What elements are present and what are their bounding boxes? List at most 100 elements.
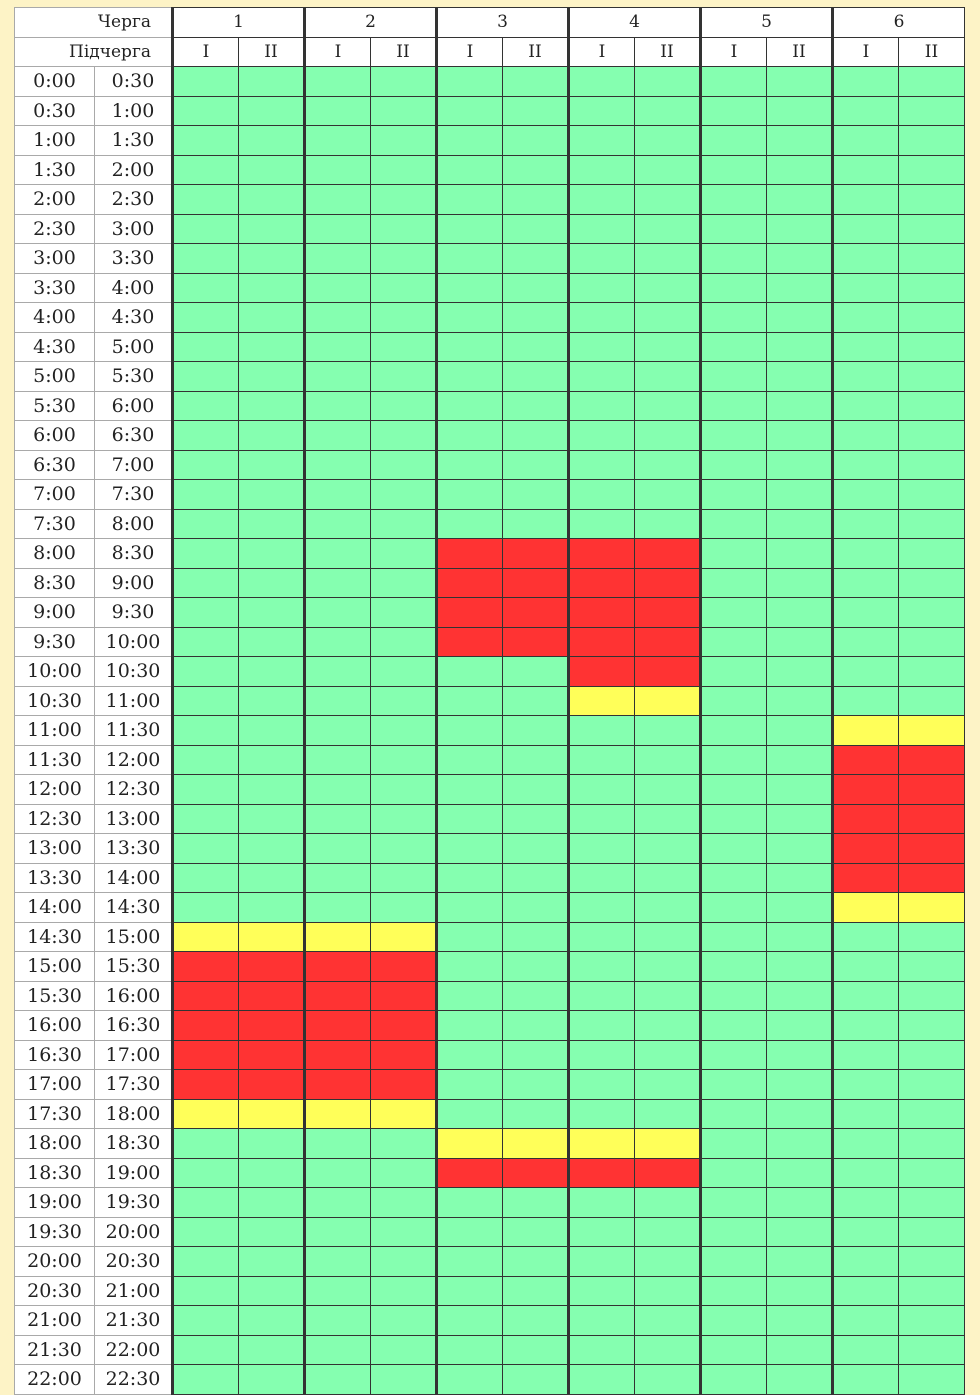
status-cell-on [634,980,701,1011]
table-row: 1:30 2:00 [14,154,965,185]
time-from: 8:00 [14,538,95,569]
time-to: 1:00 [94,95,173,126]
status-cell-on [171,715,239,746]
status-cell-on [238,508,305,539]
table-row: 12:00 12:30 [14,774,965,805]
status-cell-off [303,1010,371,1041]
status-cell-on [766,921,833,952]
status-cell-on [435,331,503,362]
status-cell-on [567,213,635,244]
time-from: 17:30 [14,1098,95,1129]
status-cell-off [435,1157,503,1188]
status-cell-on [567,1010,635,1041]
status-cell-on [898,1157,965,1188]
table-row: 9:30 10:00 [14,626,965,657]
status-cell-on [699,213,767,244]
time-to: 2:00 [94,154,173,185]
subqueue-header-5-II: II [766,36,833,67]
status-cell-on [303,1334,371,1365]
status-cell-on [238,302,305,333]
status-cell-on [898,1128,965,1159]
status-cell-on [567,272,635,303]
status-cell-on [634,184,701,215]
time-from: 12:00 [14,774,95,805]
status-cell-on [699,744,767,775]
status-cell-on [171,626,239,657]
status-cell-on [502,685,569,716]
status-cell-on [699,272,767,303]
time-to: 22:30 [94,1364,173,1395]
status-cell-on [766,980,833,1011]
table-row: 5:30 6:00 [14,390,965,421]
status-cell-on [435,1216,503,1247]
table-row: 21:30 22:00 [14,1334,965,1365]
time-to: 18:30 [94,1128,173,1159]
status-cell-on [171,803,239,834]
status-cell-on [238,154,305,185]
time-from: 20:30 [14,1275,95,1306]
status-cell-on [303,95,371,126]
table-row: 19:00 19:30 [14,1187,965,1218]
table-row: 4:00 4:30 [14,302,965,333]
status-cell-on [634,361,701,392]
status-cell-off [831,774,899,805]
status-cell-on [831,1305,899,1336]
status-cell-on [898,597,965,628]
status-cell-off [370,1010,437,1041]
status-cell-off [502,538,569,569]
status-cell-on [634,1069,701,1100]
status-cell-on [567,95,635,126]
status-cell-off [567,626,635,657]
status-cell-on [634,1098,701,1129]
status-cell-on [699,1098,767,1129]
status-cell-on [435,479,503,510]
status-cell-on [370,656,437,687]
status-cell-on [831,479,899,510]
status-cell-on [238,1246,305,1277]
status-cell-on [303,1364,371,1395]
status-cell-on [370,597,437,628]
status-cell-on [435,508,503,539]
status-cell-on [435,951,503,982]
status-cell-on [634,803,701,834]
status-cell-on [766,1128,833,1159]
status-cell-on [831,656,899,687]
status-cell-on [303,66,371,97]
status-cell-on [831,449,899,480]
status-cell-on [567,892,635,923]
status-cell-on [634,862,701,893]
status-cell-on [435,715,503,746]
status-cell-on [766,95,833,126]
status-cell-on [238,1305,305,1336]
status-cell-on [370,833,437,864]
time-to: 20:00 [94,1216,173,1247]
status-cell-on [502,921,569,952]
status-cell-on [766,1039,833,1070]
time-to: 6:00 [94,390,173,421]
status-cell-off [502,1157,569,1188]
status-cell-on [898,331,965,362]
status-cell-on [699,1069,767,1100]
status-cell-on [699,921,767,952]
status-cell-on [238,774,305,805]
status-cell-on [435,1275,503,1306]
status-cell-on [699,656,767,687]
table-row: 0:30 1:00 [14,95,965,126]
status-cell-on [831,1039,899,1070]
status-cell-maybe [303,921,371,952]
status-cell-on [435,803,503,834]
status-cell-on [238,803,305,834]
table-row: 10:00 10:30 [14,656,965,687]
status-cell-on [634,921,701,952]
status-cell-on [831,980,899,1011]
status-cell-on [567,390,635,421]
status-cell-on [699,361,767,392]
table-row: 17:30 18:00 [14,1098,965,1129]
status-cell-on [634,833,701,864]
status-cell-on [238,567,305,598]
status-cell-on [567,243,635,274]
time-to: 14:30 [94,892,173,923]
status-cell-on [567,1334,635,1365]
status-cell-on [435,420,503,451]
status-cell-on [435,449,503,480]
